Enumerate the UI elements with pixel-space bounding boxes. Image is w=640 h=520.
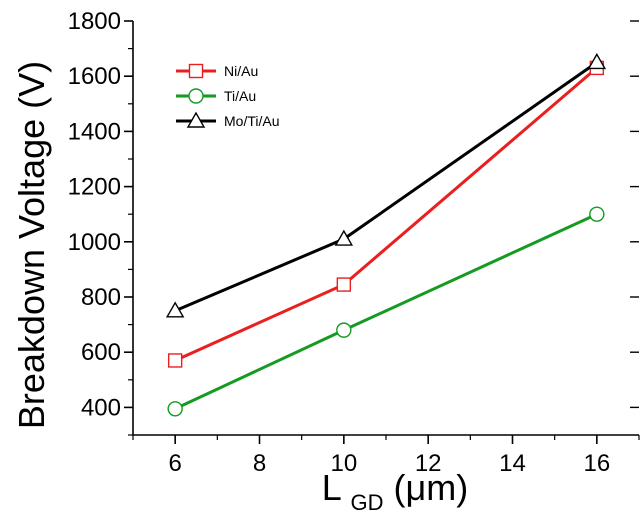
series-layer: [165, 52, 607, 417]
data-point: [167, 353, 183, 368]
series-line: [174, 212, 598, 411]
data-point: [336, 322, 352, 338]
legend-marker: [188, 63, 204, 79]
series-line: [174, 66, 598, 362]
y-tick-label: 1600: [68, 63, 121, 90]
x-tick-label: 12: [415, 450, 442, 477]
x-tick-label: 6: [168, 450, 181, 477]
ticks: 400 600 800 1000 1200 1400 1600 1800 6 8 10 12 14 16: [68, 8, 640, 477]
legend: Ni/Au Ti/Au Mo/Ti/Au: [176, 63, 280, 129]
x-tick-label: 8: [253, 450, 266, 477]
x-axis-label-main: L: [322, 467, 341, 508]
axes: [132, 21, 639, 436]
x-tick-label: 16: [583, 450, 610, 477]
data-point: [587, 52, 607, 70]
legend-label: Ti/Au: [224, 88, 256, 104]
y-axis-label: Breakdown Voltage (V): [11, 61, 52, 429]
x-axis-label-subscript: GD: [350, 490, 383, 515]
x-tick-label: 14: [499, 450, 526, 477]
x-tick-label: 10: [330, 450, 357, 477]
y-tick-label: 1200: [68, 174, 121, 201]
y-tick-label: 1400: [68, 118, 121, 145]
data-point: [167, 401, 183, 417]
data-point: [334, 229, 354, 246]
legend-marker: [188, 88, 204, 104]
y-tick-label: 1800: [68, 8, 121, 35]
y-tick-label: 800: [81, 284, 121, 311]
x-axis-label: L GD (μm): [322, 467, 468, 518]
data-point: [589, 206, 605, 222]
y-tick-label: 600: [81, 339, 121, 366]
legend-label: Ni/Au: [224, 63, 258, 79]
legend-label: Mo/Ti/Au: [224, 113, 280, 129]
legend-marker: [186, 111, 206, 128]
x-axis-label-unit: (μm): [394, 467, 469, 508]
y-tick-label: 400: [81, 394, 121, 421]
y-tick-label: 1000: [68, 229, 121, 256]
data-point: [165, 301, 185, 318]
data-point: [336, 277, 352, 292]
